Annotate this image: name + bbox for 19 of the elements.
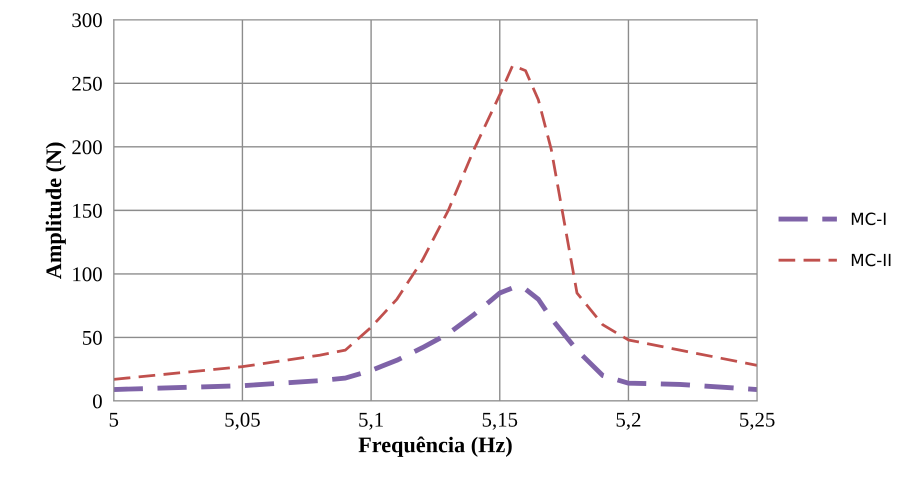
y-tick-label: 300 [72, 13, 102, 28]
line-series [114, 64, 758, 381]
y-tick-label: 200 [72, 140, 102, 154]
line-series [114, 285, 758, 392]
y-tick-label: 100 [73, 267, 102, 282]
legend-label: MC-I [852, 212, 886, 226]
y-axis-title: Amplitude (N) [46, 142, 66, 279]
x-axis-title: Frequência (Hz) [358, 436, 512, 457]
legend-label: MC-II [852, 254, 890, 266]
x-tick-label: 5,25 [740, 412, 775, 430]
y-tick-label: 150 [73, 204, 102, 218]
y-tick-label: 50 [83, 330, 102, 345]
x-tick-label: 5,15 [482, 412, 518, 430]
x-tick-label: 5,05 [225, 412, 260, 430]
x-tick-label: 5,2 [616, 412, 640, 430]
y-tick-label: 250 [72, 76, 102, 91]
x-tick-label: 5 [110, 412, 118, 427]
y-tick-label: 0 [93, 394, 102, 408]
x-tick-label: 5,1 [359, 412, 383, 430]
